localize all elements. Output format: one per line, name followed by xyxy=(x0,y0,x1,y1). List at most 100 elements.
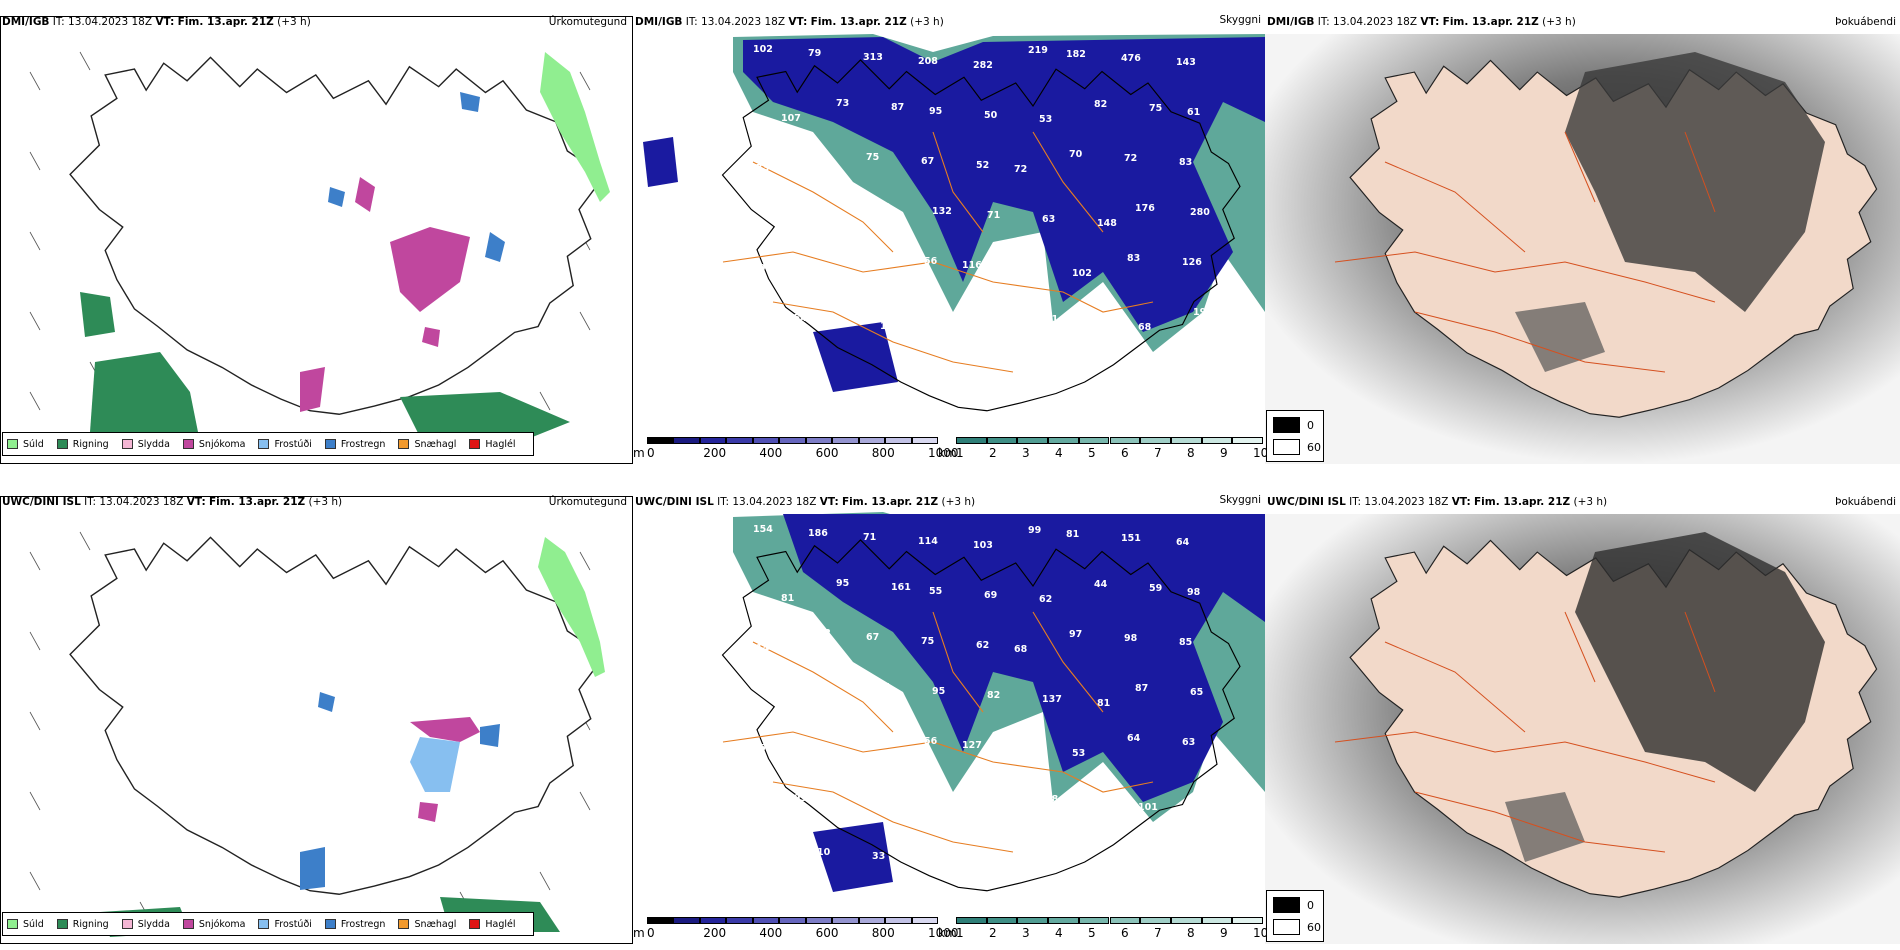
cloudbase-value-label: 65 xyxy=(759,743,773,754)
vt-label: VT: xyxy=(819,496,839,508)
precip-panel-bottom: UWC/DINI ISL IT: 13.04.2023 18Z VT: Fim.… xyxy=(0,492,633,944)
cloudbase-panel-top: DMI/IGB IT: 13.04.2023 18Z VT: Fim. 13.a… xyxy=(633,12,1265,464)
precip-title-bottom: Úrkomutegund xyxy=(548,496,627,508)
fog-map-bottom xyxy=(1265,514,1900,944)
legend-swatch xyxy=(324,919,336,929)
cloudbase-value-label: 97 xyxy=(814,747,828,758)
fog-swatch-light xyxy=(1273,439,1300,455)
cloudbase-value-label: 79 xyxy=(808,48,822,59)
legend-swatch xyxy=(258,439,270,449)
fog-panel-top: DMI/IGB IT: 13.04.2023 18Z VT: Fim. 13.a… xyxy=(1265,12,1900,464)
colorbar-tick-label: 6 xyxy=(1121,446,1129,460)
cloudbase-value-label: 62 xyxy=(1039,594,1053,605)
colorbar-tick-label: 1000 xyxy=(928,926,959,940)
legend-swatch xyxy=(469,439,481,449)
fog-label-dark: 0 xyxy=(1307,899,1314,912)
cloudbase-value-label: 103 xyxy=(973,540,993,551)
cloudbase-value-label: 103 xyxy=(787,793,807,804)
legend-item: Snjókoma xyxy=(182,918,246,930)
init-time: 13.04.2023 18Z xyxy=(99,496,184,508)
legend-item: Haglél xyxy=(469,439,516,450)
colorbar-tick-label: 9 xyxy=(1220,446,1228,460)
cloudbase-value-label: 98 xyxy=(759,263,773,274)
cloudbase-value-label: 95 xyxy=(932,686,946,697)
fog-legend-top: 0 60 xyxy=(1266,410,1324,462)
roads xyxy=(722,611,1154,853)
lead-time: (+3 h) xyxy=(910,16,944,28)
cloudbase-value-label: 186 xyxy=(808,528,828,539)
colorbar-segment xyxy=(858,437,886,444)
cloudbase-value-label: 68 xyxy=(1138,322,1152,333)
colorbar-segment xyxy=(885,917,912,924)
colorbar-segment xyxy=(911,437,938,444)
colorbar-segment xyxy=(1017,917,1049,924)
cloudbase-value-label: 82 xyxy=(987,690,1001,701)
colorbar-tick-label: 200 xyxy=(703,926,727,940)
colorbar-segment xyxy=(1170,917,1202,924)
legend-label: Rigning xyxy=(72,918,109,930)
colorbar-segment xyxy=(1017,437,1049,444)
colorbar-tick-label: 5 xyxy=(1088,446,1096,460)
cloudbase-value-label: 94 xyxy=(877,682,891,693)
cloudbase-value-label: 76 xyxy=(1083,318,1097,329)
fog-header-bottom: UWC/DINI ISL IT: 13.04.2023 18Z VT: Fim.… xyxy=(1267,496,1607,508)
cloudbase-value-label: 107 xyxy=(781,113,801,124)
legend-item: Snæhagl xyxy=(398,439,456,450)
colorbar-segment xyxy=(832,917,859,924)
fog-title-bottom: Þokuábendi xyxy=(1835,496,1896,508)
colorbar-tick-label: 0 xyxy=(647,446,655,460)
cloudbase-value-label: 84 xyxy=(869,732,883,743)
cloudbase-title-top: Skyggni xyxy=(1219,14,1262,26)
colorbar-tick-label: 3 xyxy=(1022,926,1030,940)
colorbar-segment xyxy=(779,437,806,444)
cloudbase-value-label: 102 xyxy=(1072,268,1092,279)
legend-swatch xyxy=(324,439,336,449)
cloudbase-value-label: 95 xyxy=(836,578,850,589)
colorbar-segment xyxy=(1078,917,1110,924)
cloudbase-value-label: 80 xyxy=(762,843,776,854)
colorbar-tick-label: 7 xyxy=(1154,446,1162,460)
model-name: UWC/DINI ISL xyxy=(1267,496,1346,508)
cloudbase-value-label: 67 xyxy=(921,156,935,167)
precip-header-bottom: UWC/DINI ISL IT: 13.04.2023 18Z VT: Fim.… xyxy=(2,496,342,508)
colorbar-tick-label: 0 xyxy=(647,926,655,940)
colorbar-segment xyxy=(1048,437,1079,444)
cloudbase-value-label: 56 xyxy=(990,790,1004,801)
it-label: IT: xyxy=(1317,16,1330,28)
colorbar-tick-label: 800 xyxy=(871,926,895,940)
colorbar-segment xyxy=(1109,917,1141,924)
cloudbase-value-label: 82 xyxy=(1094,99,1108,110)
colorbar-segment xyxy=(1140,917,1171,924)
fog-label-light: 60 xyxy=(1307,921,1321,934)
colorbar-segment xyxy=(647,437,674,444)
colorbar-segment xyxy=(752,437,780,444)
legend-label: Snjókoma xyxy=(198,918,246,930)
fog-header-top: DMI/IGB IT: 13.04.2023 18Z VT: Fim. 13.a… xyxy=(1267,16,1576,28)
colorbar-segment xyxy=(647,917,674,924)
init-time: 13.04.2023 18Z xyxy=(68,16,153,28)
cloudbase-map-top xyxy=(633,12,1265,464)
colorbar-segment xyxy=(1109,437,1141,444)
cloudbase-value-label: 176 xyxy=(1135,203,1155,214)
legend-label: Frostregn xyxy=(340,918,386,930)
colorbar-tick-label: 1 xyxy=(956,926,964,940)
cloudbase-value-label: 52 xyxy=(976,160,990,171)
colorbar-tick-label: 2 xyxy=(989,926,997,940)
precip-areas xyxy=(80,52,610,452)
cloudbase-value-label: 87 xyxy=(1135,683,1149,694)
cloudbase-value-label: 67 xyxy=(866,632,880,643)
lead-time: (+3 h) xyxy=(941,496,976,508)
cloudbase-value-label: 81 xyxy=(1097,698,1111,709)
lead-time: (+3 h) xyxy=(1542,16,1576,28)
colorbar-tick-label: 600 xyxy=(815,926,839,940)
lead-time: (+3 h) xyxy=(308,496,343,508)
precip-map-bottom xyxy=(0,492,633,944)
cloudbase-value-label: 77 xyxy=(990,310,1004,321)
cloudbase-value-label: 476 xyxy=(1121,53,1141,64)
cloudbase-colorbar-top: m 0 200 400 600 800 1000 xyxy=(633,437,959,462)
cloudbase-value-label: 132 xyxy=(932,206,952,217)
legend-swatch xyxy=(398,919,410,929)
colorbar-tick-label: 1000 xyxy=(928,446,959,460)
fog-legend-bottom: 0 60 xyxy=(1266,890,1324,942)
colorbar-segment xyxy=(1201,917,1233,924)
